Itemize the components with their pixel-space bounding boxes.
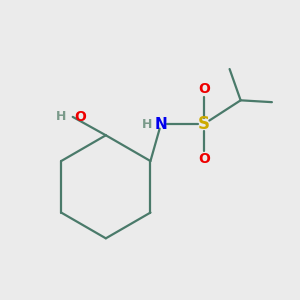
Text: N: N: [155, 117, 168, 132]
Text: H: H: [56, 110, 66, 123]
Text: S: S: [198, 115, 210, 133]
Text: O: O: [198, 82, 210, 96]
Text: O: O: [198, 152, 210, 166]
Text: O: O: [74, 110, 86, 124]
Text: H: H: [142, 118, 152, 131]
